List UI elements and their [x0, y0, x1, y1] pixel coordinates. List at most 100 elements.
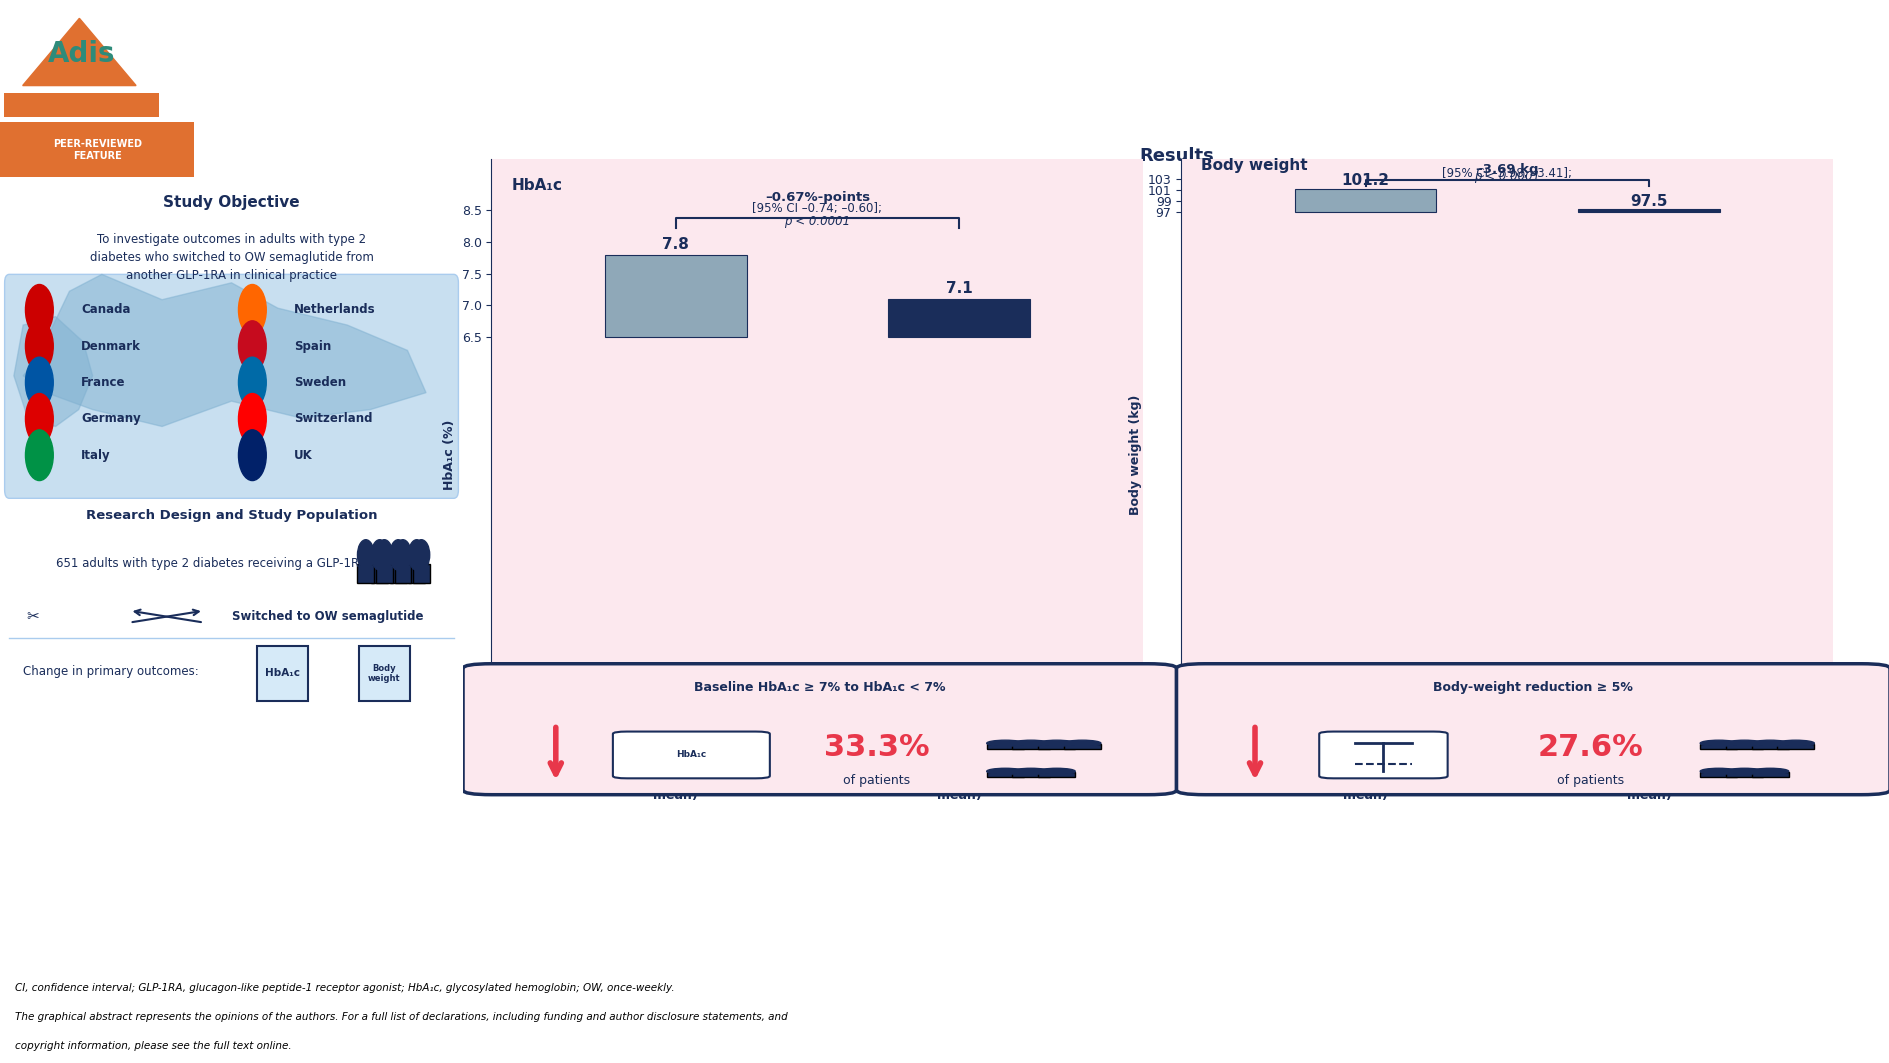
Circle shape: [25, 321, 53, 372]
Text: For people not adequately responding to treatment with other GLP-1RAs,
switching: For people not adequately responding to …: [939, 913, 1413, 964]
Text: Denmark: Denmark: [81, 340, 142, 353]
Text: 7.8: 7.8: [661, 237, 689, 252]
Text: Once-Weekly Semaglutide in a Real-World Setting: SURE Program Post Hoc Analysis: Once-Weekly Semaglutide in a Real-World …: [604, 60, 1455, 78]
Text: Body-weight reduction ≥ 5%: Body-weight reduction ≥ 5%: [1432, 680, 1632, 694]
Circle shape: [1700, 740, 1736, 746]
FancyBboxPatch shape: [1700, 744, 1736, 749]
Circle shape: [25, 285, 53, 335]
Text: UK: UK: [295, 449, 312, 461]
Text: Results: Results: [1139, 147, 1213, 165]
Circle shape: [986, 769, 1024, 774]
Text: ✂: ✂: [26, 609, 40, 624]
Text: Change in primary outcomes:: Change in primary outcomes:: [23, 665, 198, 678]
Text: of patients: of patients: [842, 774, 910, 788]
Y-axis label: HbA₁c (%): HbA₁c (%): [442, 419, 455, 490]
Text: Research Design and Study Population: Research Design and Study Population: [85, 509, 378, 522]
Circle shape: [370, 540, 387, 570]
Text: Gottfried Rudofsky, Markus Menzen, Louis Potier, Andrei-Mircea Catarig, Alice Cl: Gottfried Rudofsky, Markus Menzen, Louis…: [695, 102, 1364, 113]
FancyBboxPatch shape: [1725, 744, 1762, 749]
Text: Switzerland: Switzerland: [295, 412, 372, 425]
Circle shape: [357, 540, 374, 570]
Circle shape: [408, 540, 425, 570]
FancyBboxPatch shape: [1013, 773, 1048, 777]
Text: Adis: Adis: [47, 39, 115, 68]
Circle shape: [389, 540, 406, 570]
Circle shape: [238, 357, 266, 408]
Circle shape: [238, 393, 266, 444]
Circle shape: [25, 393, 53, 444]
Circle shape: [1751, 769, 1787, 774]
FancyBboxPatch shape: [1319, 731, 1447, 778]
Text: Italy: Italy: [81, 449, 111, 461]
Text: p < 0.0001: p < 0.0001: [784, 215, 850, 227]
Text: PEER-REVIEWED
FEATURE: PEER-REVIEWED FEATURE: [53, 139, 142, 161]
Circle shape: [1013, 740, 1048, 746]
Text: of patients: of patients: [1557, 774, 1623, 788]
Text: –3.69 kg: –3.69 kg: [1475, 164, 1538, 176]
Text: Study Objective: Study Objective: [162, 195, 300, 210]
Circle shape: [414, 540, 429, 570]
FancyBboxPatch shape: [408, 564, 425, 583]
FancyBboxPatch shape: [612, 731, 769, 778]
Text: 101.2: 101.2: [1341, 173, 1388, 188]
Circle shape: [238, 285, 266, 335]
FancyBboxPatch shape: [1776, 744, 1813, 749]
Text: Glucagon-Like Peptide-1 Receptor Agonist-Experienced Adults with Type 2 Diabetes: Glucagon-Like Peptide-1 Receptor Agonist…: [538, 24, 1521, 43]
Text: Body weight: Body weight: [1201, 158, 1307, 173]
Text: France: France: [81, 376, 125, 389]
Circle shape: [238, 321, 266, 372]
Circle shape: [1037, 740, 1075, 746]
FancyBboxPatch shape: [395, 564, 412, 583]
FancyBboxPatch shape: [376, 564, 393, 583]
Text: [95% CI –0.74; –0.60];: [95% CI –0.74; –0.60];: [752, 202, 882, 216]
Text: [95% CI –3.98; –3.41];: [95% CI –3.98; –3.41];: [1441, 167, 1572, 180]
FancyBboxPatch shape: [986, 744, 1024, 749]
Text: 7.1: 7.1: [944, 282, 973, 297]
Polygon shape: [23, 18, 136, 86]
Text: Body
weight: Body weight: [368, 664, 400, 682]
Text: HbA₁c: HbA₁c: [676, 750, 706, 759]
FancyBboxPatch shape: [1013, 744, 1048, 749]
FancyBboxPatch shape: [1175, 663, 1889, 795]
FancyBboxPatch shape: [389, 564, 406, 583]
FancyBboxPatch shape: [1700, 773, 1736, 777]
Circle shape: [1700, 769, 1736, 774]
FancyBboxPatch shape: [1751, 773, 1787, 777]
FancyBboxPatch shape: [1751, 744, 1787, 749]
Text: CI, confidence interval; GLP-1RA, glucagon-like peptide-1 receptor agonist; HbA₁: CI, confidence interval; GLP-1RA, glucag…: [15, 983, 674, 994]
Text: HbA₁c: HbA₁c: [264, 669, 300, 678]
Circle shape: [238, 429, 266, 480]
Circle shape: [986, 740, 1024, 746]
Text: Germany: Germany: [81, 412, 140, 425]
FancyBboxPatch shape: [4, 5, 159, 117]
Bar: [888, 299, 1030, 337]
Bar: [1577, 209, 1719, 213]
FancyBboxPatch shape: [370, 564, 387, 583]
FancyBboxPatch shape: [357, 564, 374, 583]
Text: Spain: Spain: [295, 340, 331, 353]
Polygon shape: [13, 317, 93, 426]
Circle shape: [1725, 769, 1762, 774]
Text: Conclusion: Conclusion: [1130, 897, 1222, 912]
FancyBboxPatch shape: [257, 646, 308, 702]
Bar: [1294, 189, 1436, 213]
Circle shape: [1013, 769, 1048, 774]
Circle shape: [1064, 740, 1099, 746]
Circle shape: [1037, 769, 1075, 774]
FancyBboxPatch shape: [1037, 744, 1075, 749]
Text: Switched to OW semaglutide: Switched to OW semaglutide: [230, 610, 423, 623]
Text: Sweden: Sweden: [295, 376, 346, 389]
Text: copyright information, please see the full text online.: copyright information, please see the fu…: [15, 1041, 291, 1051]
Circle shape: [25, 429, 53, 480]
Bar: [604, 255, 746, 337]
FancyBboxPatch shape: [414, 564, 429, 583]
Circle shape: [1776, 740, 1813, 746]
FancyBboxPatch shape: [1064, 744, 1099, 749]
FancyBboxPatch shape: [359, 646, 410, 702]
Text: 651 adults with type 2 diabetes receiving a GLP-1RA: 651 adults with type 2 diabetes receivin…: [55, 557, 366, 570]
Circle shape: [395, 540, 412, 570]
FancyBboxPatch shape: [463, 663, 1175, 795]
Text: 33.3%: 33.3%: [824, 733, 929, 762]
Text: The graphical abstract represents the opinions of the authors. For a full list o: The graphical abstract represents the op…: [15, 1012, 788, 1023]
Circle shape: [1751, 740, 1787, 746]
